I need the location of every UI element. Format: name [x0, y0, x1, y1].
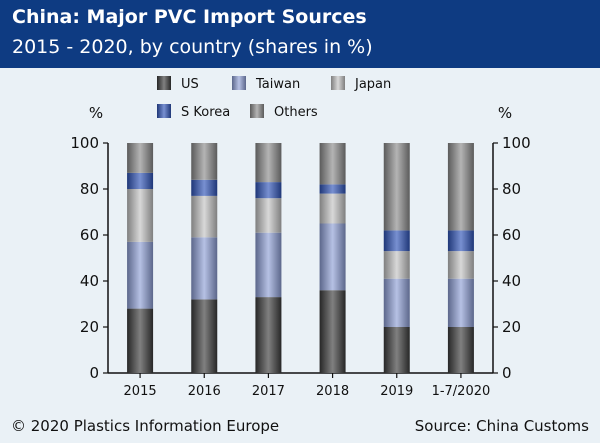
x-tick-label-2016: 2016	[188, 384, 221, 399]
bar-segment-us-2016	[191, 299, 218, 373]
bar-segment-s-korea-2016	[191, 179, 218, 196]
y-tick-label-right: 80	[502, 180, 521, 198]
legend-swatch-s-korea	[157, 104, 171, 118]
bar-segment-japan-2017	[255, 198, 282, 233]
bar-segment-s-korea-1-7-2020	[447, 230, 474, 252]
y-tick-label-left: 20	[80, 318, 99, 336]
y-tick-label-right: 60	[502, 226, 521, 244]
y-tick-label-right: 40	[502, 272, 521, 290]
bar-segment-others-1-7-2020	[447, 143, 474, 231]
bar-segment-others-2017	[255, 143, 282, 183]
source-note: Source: China Customs	[414, 417, 589, 435]
chart-title: China: Major PVC Import Sources	[12, 6, 367, 28]
bar-segment-us-2017	[255, 297, 282, 373]
bar-segment-japan-2016	[191, 195, 218, 238]
y-tick-label-right: 100	[502, 134, 531, 152]
y-axis-unit-left: %	[89, 104, 103, 122]
bar-segment-taiwan-1-7-2020	[447, 278, 474, 327]
legend-label-s-korea: S Korea	[181, 105, 230, 120]
bar-segment-us-2018	[319, 290, 346, 373]
bar-segment-s-korea-2018	[319, 184, 346, 194]
legend-swatch-others	[250, 104, 264, 118]
y-tick-label-right: 0	[502, 364, 512, 382]
bar-segment-others-2018	[319, 143, 346, 185]
legend-label-us: US	[181, 77, 199, 92]
y-tick-label-left: 80	[80, 180, 99, 198]
bar-segment-japan-2018	[319, 193, 346, 224]
stacked-bar-chart: 0 0 20 20 40 40 60 60 80 80 100 100% % 2015 2016 2017 20…	[70, 76, 531, 399]
title-banner: China: Major PVC Import Sources 2015 - 2…	[0, 0, 600, 68]
legend-label-others: Others	[274, 105, 318, 120]
bar-segment-s-korea-2017	[255, 182, 282, 199]
y-tick-label-left: 100	[70, 134, 99, 152]
legend-label-japan: Japan	[354, 77, 391, 92]
y-tick-label-right: 20	[502, 318, 521, 336]
copyright-note: © 2020 Plastics Information Europe	[11, 417, 280, 435]
bar-segment-taiwan-2015	[127, 241, 154, 309]
x-tick-label-2017: 2017	[252, 384, 285, 399]
bar-segment-taiwan-2018	[319, 223, 346, 291]
bar-segment-japan-1-7-2020	[447, 251, 474, 279]
bar-segment-japan-2015	[127, 189, 154, 242]
legend-swatch-taiwan	[232, 76, 246, 90]
legend-swatch-us	[157, 76, 171, 90]
bar-segment-japan-2019	[383, 251, 410, 279]
y-tick-label-left: 40	[80, 272, 99, 290]
legend-label-taiwan: Taiwan	[255, 77, 300, 92]
legend-swatch-japan	[331, 76, 345, 90]
bar-segment-s-korea-2019	[383, 230, 410, 252]
bar-segment-others-2019	[383, 143, 410, 231]
bar-segment-us-2015	[127, 308, 154, 373]
bar-segment-taiwan-2016	[191, 237, 218, 300]
bar-segment-us-2019	[383, 327, 410, 373]
bar-segment-taiwan-2019	[383, 278, 410, 327]
bar-segment-others-2015	[127, 143, 154, 173]
y-axis-unit-right: %	[498, 104, 512, 122]
x-tick-label-2018: 2018	[316, 384, 349, 399]
bar-segment-others-2016	[191, 143, 218, 180]
bar-segment-taiwan-2017	[255, 232, 282, 298]
y-tick-label-left: 0	[89, 364, 99, 382]
y-tick-label-left: 60	[80, 226, 99, 244]
x-tick-label-2015: 2015	[124, 384, 157, 399]
bar-segment-us-1-7-2020	[447, 327, 474, 373]
x-tick-label-1-7-2020: 1-7/2020	[432, 384, 491, 399]
chart-subtitle: 2015 - 2020, by country (shares in %)	[12, 36, 373, 58]
bar-segment-s-korea-2015	[127, 172, 154, 189]
x-tick-label-2019: 2019	[380, 384, 413, 399]
